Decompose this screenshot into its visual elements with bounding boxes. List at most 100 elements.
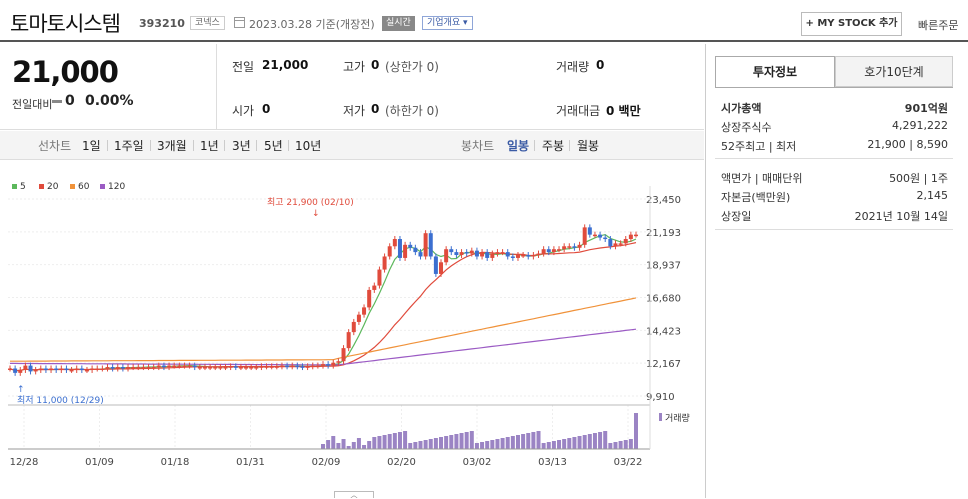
volume-bar xyxy=(577,436,582,449)
candle xyxy=(480,252,485,257)
candle xyxy=(454,252,459,256)
x-tick-label: 03/13 xyxy=(538,457,567,468)
legend-ma60: 60 xyxy=(70,182,89,192)
volume-bar xyxy=(562,439,567,449)
candle xyxy=(541,249,546,254)
chart-tabs xyxy=(0,131,704,160)
tab-1week[interactable]: 1주일 xyxy=(114,139,144,153)
candle xyxy=(95,368,100,371)
low-value: 0 xyxy=(371,102,380,116)
candle xyxy=(244,367,249,369)
volume-bar xyxy=(341,439,346,449)
resize-handle-icon[interactable]: ︿ xyxy=(334,491,374,499)
candle xyxy=(187,365,192,368)
volume-bar xyxy=(321,444,325,449)
quick-order-link[interactable]: 빠른주문 xyxy=(918,19,959,32)
volume-bar xyxy=(413,442,418,449)
candle xyxy=(115,367,120,369)
add-my-stock-button[interactable]: + MY STOCK 추가 xyxy=(801,12,902,36)
candle xyxy=(336,361,341,363)
candle xyxy=(321,364,325,366)
tab-3month[interactable]: 3개월 xyxy=(157,139,187,153)
volume-bar xyxy=(495,439,500,449)
candle xyxy=(238,367,243,369)
tab-weekly[interactable]: 주봉 xyxy=(542,139,565,153)
tab-1day[interactable]: 1일 xyxy=(82,139,101,153)
listed-date-value: 2021년 10월 14일 xyxy=(854,210,948,223)
tab-monthly[interactable]: 월봉 xyxy=(577,139,600,153)
candle xyxy=(156,365,161,368)
market-badge: 코넥스 xyxy=(190,16,225,30)
price-summary xyxy=(0,44,704,130)
tab-investment-info[interactable]: 투자정보 xyxy=(715,56,835,87)
candle xyxy=(172,365,177,368)
volume-bar xyxy=(377,436,382,449)
candle xyxy=(264,366,269,368)
candle xyxy=(290,365,295,368)
listed-date-label: 상장일 xyxy=(721,210,752,223)
x-tick-label: 03/02 xyxy=(463,457,492,468)
tab-divider xyxy=(569,140,570,151)
realtime-button[interactable]: 실시간 xyxy=(382,16,415,31)
candle xyxy=(505,252,510,257)
candle xyxy=(598,234,603,238)
volume-bar xyxy=(367,441,372,449)
face-value: 500원 | 1주 xyxy=(889,172,948,185)
candle xyxy=(546,249,551,253)
candle xyxy=(582,227,587,245)
investment-panel xyxy=(705,44,968,498)
high-label: 고가 xyxy=(343,60,366,74)
candle xyxy=(259,366,264,368)
candle xyxy=(592,234,597,237)
volume-bar xyxy=(505,437,510,449)
candle xyxy=(74,368,79,371)
candle xyxy=(423,233,428,257)
52w-label: 52주최고 | 최저 xyxy=(721,140,797,153)
company-overview-dropdown[interactable]: 기업개요 ▾ xyxy=(422,16,473,30)
candle xyxy=(326,364,331,366)
candle xyxy=(126,367,131,369)
candle xyxy=(572,246,577,248)
volume-bar xyxy=(331,436,336,449)
high-arrow: ↓ xyxy=(312,209,320,219)
tab-10year[interactable]: 10년 xyxy=(295,139,322,153)
volume-bar xyxy=(510,436,515,449)
candle xyxy=(433,256,438,274)
tab-orderbook-10[interactable]: 호가10단계 xyxy=(835,56,953,87)
price-chart[interactable]: 23,450 21,193 18,937 16,680 14,423 12,167 9,91… xyxy=(0,186,704,486)
ma60-line xyxy=(10,297,637,362)
market-cap-label: 시가총액 xyxy=(721,102,762,115)
candle xyxy=(84,369,89,372)
tab-1year[interactable]: 1년 xyxy=(200,139,219,153)
candle xyxy=(120,367,125,369)
candle xyxy=(33,369,38,372)
volume-bar xyxy=(449,435,454,449)
x-tick-label: 03/22 xyxy=(614,457,643,468)
candle xyxy=(18,369,23,373)
volume-bar xyxy=(526,433,531,449)
candle-chart-label: 봉차트 xyxy=(461,139,495,153)
candle xyxy=(110,367,115,369)
volume-bar xyxy=(464,432,469,449)
volume-legend-swatch xyxy=(659,413,662,421)
y-tick-label: 12,167 xyxy=(646,359,681,370)
volume-bar xyxy=(423,440,428,449)
legend-ma20: 20 xyxy=(39,182,58,192)
tab-5year[interactable]: 5년 xyxy=(264,139,283,153)
tab-3year[interactable]: 3년 xyxy=(232,139,251,153)
candle xyxy=(372,285,377,290)
ma20-line xyxy=(9,242,637,372)
candle xyxy=(64,368,69,371)
open-label: 시가 xyxy=(232,104,255,118)
volume-bar xyxy=(521,434,526,449)
shares-value: 4,291,222 xyxy=(892,119,948,132)
volume-bar xyxy=(592,433,597,449)
candle xyxy=(131,367,136,369)
candle xyxy=(233,366,238,368)
tab-daily[interactable]: 일봉 xyxy=(507,139,530,153)
candle xyxy=(167,365,172,368)
volume-bar xyxy=(623,440,628,449)
x-tick-label: 01/18 xyxy=(161,457,190,468)
volume-bar xyxy=(546,442,551,449)
candle xyxy=(444,249,449,263)
